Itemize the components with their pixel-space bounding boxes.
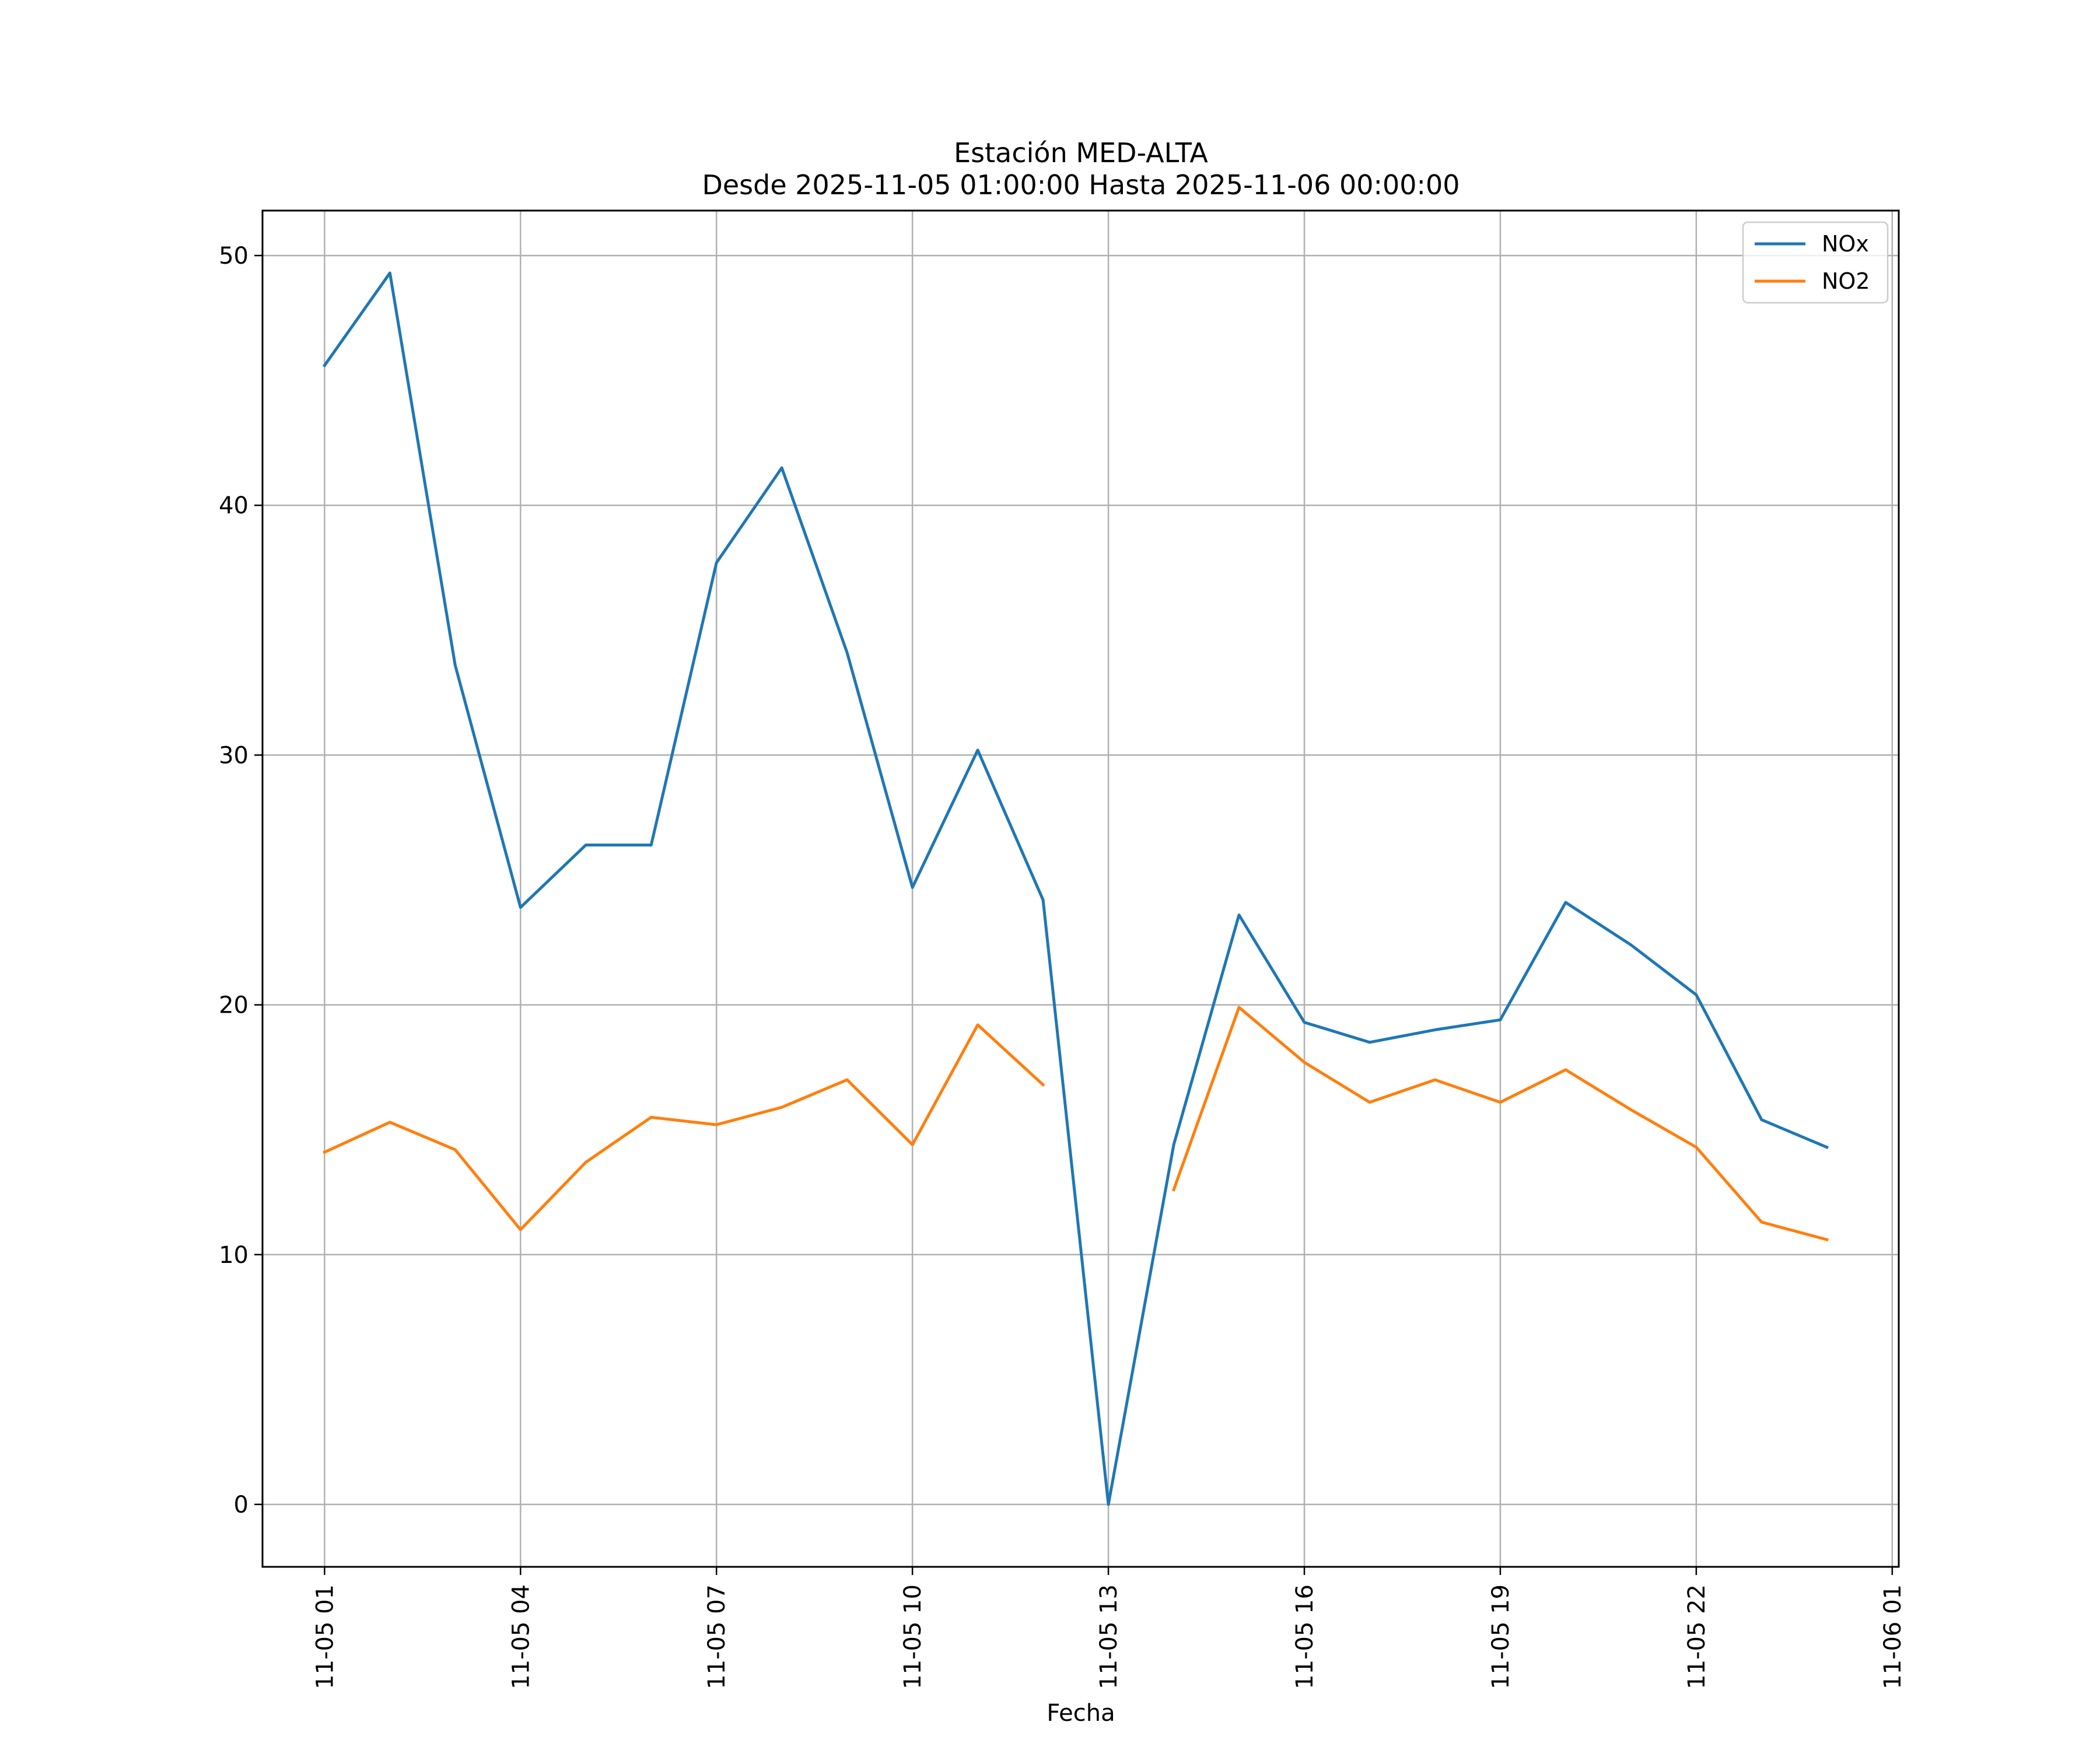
chart-subtitle: Desde 2025-11-05 01:00:00 Hasta 2025-11-…: [702, 169, 1460, 201]
x-tick-label: 11-06 01: [1880, 1584, 1906, 1689]
x-tick-label: 11-05 19: [1488, 1584, 1514, 1689]
series-nox: [322, 271, 1829, 1506]
axis-ticks: 11-05 01 11-05 04 11-05 07 11-05 10 11-05 13…: [219, 243, 1906, 1689]
series-line-nox: [322, 271, 1829, 1506]
y-tick-label: 0: [234, 1492, 249, 1518]
y-tick-label: 30: [219, 742, 249, 769]
x-tick-label: 11-05 22: [1684, 1584, 1710, 1689]
y-tick-label: 40: [219, 492, 249, 519]
x-tick-label: 11-05 10: [900, 1584, 926, 1689]
y-tick-label: 20: [219, 992, 249, 1019]
legend: NOx NO2: [1742, 221, 1889, 304]
x-tick-label: 11-05 13: [1096, 1584, 1122, 1689]
legend-label: NO2: [1822, 268, 1870, 294]
plot-frame: [261, 209, 1900, 1568]
legend-label: NOx: [1822, 231, 1869, 257]
x-tick-label: 11-05 04: [508, 1584, 534, 1689]
x-tick-label: 11-05 07: [704, 1584, 730, 1689]
x-tick-label: 11-05 16: [1292, 1584, 1318, 1689]
series-no2: [323, 1006, 1829, 1242]
y-tick-label: 50: [219, 243, 249, 270]
chart-title: Estación MED-ALTA: [954, 137, 1208, 169]
series-layer: [322, 271, 1829, 1506]
x-axis-label: Fecha: [1046, 1700, 1115, 1727]
x-tick-label: 11-05 01: [312, 1584, 338, 1689]
y-tick-label: 10: [219, 1242, 249, 1269]
